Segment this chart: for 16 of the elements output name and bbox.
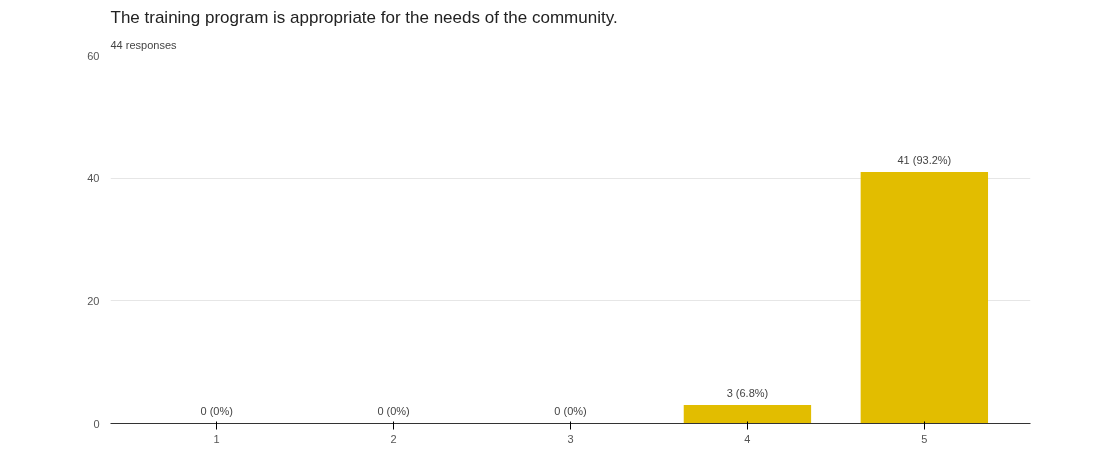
data-label: 3 (6.8%) (726, 386, 769, 399)
chart-subtitle: 44 responses (110, 38, 178, 51)
x-tick-label: 3 (567, 432, 574, 445)
chart-title: The training program is appropriate for the needs of the community. (110, 7, 618, 27)
x-tick-label: 2 (390, 432, 397, 445)
x-tick-label: 1 (213, 432, 220, 445)
x-tick-label: 5 (921, 432, 928, 445)
data-label: 0 (0%) (377, 405, 410, 418)
y-tick-label: 60 (87, 49, 100, 62)
y-tick-label: 40 (87, 172, 100, 185)
data-label: 0 (0%) (200, 405, 233, 418)
x-tick-label: 4 (744, 432, 751, 445)
data-label: 41 (93.2%) (897, 153, 952, 166)
y-tick-label: 0 (93, 417, 100, 430)
data-label: 0 (0%) (554, 405, 587, 418)
y-tick-label: 20 (87, 294, 100, 307)
